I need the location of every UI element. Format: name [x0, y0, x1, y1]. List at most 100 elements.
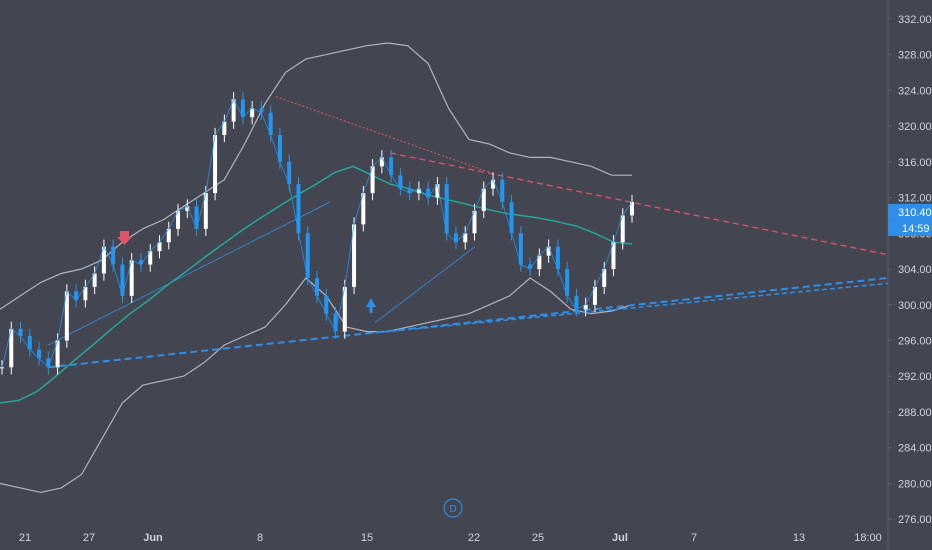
price-bar: [194, 206, 199, 229]
price-bar: [565, 269, 570, 296]
price-bar: [129, 260, 134, 296]
price-bar: [46, 358, 51, 368]
price-bar: [37, 349, 42, 359]
time-tick-label: 25: [532, 532, 544, 544]
buy-signal-icon: [366, 298, 376, 313]
price-bar: [101, 246, 106, 274]
price-tick-label: 304.00: [898, 264, 932, 276]
thin-trendline-2: [374, 246, 476, 323]
sell-signal-icon: [117, 231, 132, 245]
price-bar: [111, 246, 116, 265]
price-bar: [491, 179, 496, 189]
price-bar: [268, 112, 273, 136]
price-bar: [231, 99, 236, 122]
time-tick-label: 27: [83, 532, 95, 544]
price-bar: [602, 269, 607, 287]
resistance-dotted-line: [275, 96, 496, 175]
price-bar: [352, 224, 357, 287]
resistance-trendline: [389, 152, 889, 256]
price-tick-label: 296.00: [898, 336, 932, 348]
price-bar: [138, 260, 143, 265]
price-bar: [27, 336, 32, 350]
price-bar: [166, 228, 171, 243]
price-bar: [240, 99, 245, 118]
time-tick-label: Jul: [612, 532, 628, 544]
price-bar: [398, 175, 403, 189]
price-tick-label: 316.00: [898, 157, 932, 169]
price-axis[interactable]: 332.00328.00324.00320.00316.00312.00308.…: [887, 0, 932, 550]
dividend-icon[interactable]: [443, 498, 463, 518]
price-bar: [620, 215, 625, 243]
support-trendline-2: [367, 282, 889, 335]
price-bar: [630, 202, 634, 216]
price-line: [1, 98, 633, 369]
price-bar: [426, 188, 431, 198]
price-bar: [407, 188, 412, 194]
price-bar: [250, 108, 255, 118]
price-bar: [463, 233, 468, 243]
price-bar: [213, 135, 218, 194]
price-bar: [435, 184, 440, 198]
price-bar: [389, 157, 394, 176]
price-bar: [148, 251, 153, 265]
price-bar: [55, 340, 60, 368]
price-bar: [416, 188, 421, 194]
price-bar: [0, 367, 4, 369]
price-tick-label: 312.00: [898, 193, 932, 205]
price-bar: [305, 233, 310, 278]
price-bar: [342, 286, 347, 332]
price-bar: [361, 193, 366, 225]
price-bar: [444, 184, 449, 234]
price-bar: [64, 291, 69, 341]
price-tick-label: 320.00: [898, 121, 932, 133]
price-tick-label: 284.00: [898, 443, 932, 455]
price-bar: [472, 210, 477, 234]
price-bar: [92, 273, 97, 287]
price-series: [0, 92, 634, 375]
price-bar: [370, 166, 375, 194]
price-bar: [509, 202, 514, 234]
price-bar: [518, 233, 523, 265]
lower-band-line: [0, 277, 633, 494]
price-bar: [83, 286, 88, 301]
price-bar: [500, 179, 505, 203]
time-tick-label: 7: [691, 532, 697, 544]
support-trendline-1: [47, 276, 889, 369]
price-bar: [583, 304, 588, 310]
price-bar: [453, 233, 458, 243]
price-bar: [287, 161, 292, 185]
price-bar: [222, 121, 227, 136]
price-bar: [379, 157, 384, 167]
price-bar: [203, 193, 208, 229]
dividend-label: D: [449, 504, 456, 515]
countdown-tag: [888, 219, 932, 236]
price-bar: [324, 295, 329, 314]
time-axis[interactable]: 21 27 Jun 8 15 22 25 Jul 7 13 18:00: [19, 532, 882, 544]
thin-trendline-1: [47, 201, 331, 346]
price-bar: [333, 313, 338, 332]
last-price-label: 310.40: [898, 207, 932, 219]
price-bar: [574, 295, 579, 310]
price-bar: [555, 246, 560, 270]
trendlines: [47, 96, 889, 369]
price-tick-label: 324.00: [898, 85, 932, 97]
price-bar: [277, 135, 282, 162]
price-tick-label: 276.00: [898, 514, 932, 526]
time-tick-label: 18:00: [854, 532, 882, 544]
price-tags: 310.40 14:59: [888, 203, 932, 236]
price-bar: [157, 242, 162, 252]
price-bar: [315, 277, 319, 296]
price-tick-label: 332.00: [898, 14, 932, 26]
price-bar: [537, 255, 542, 270]
price-tick-label: 300.00: [898, 300, 932, 312]
price-bar: [528, 264, 533, 270]
time-tick-label: 8: [257, 532, 263, 544]
price-bar: [18, 328, 23, 337]
moving-average-path: [0, 165, 633, 404]
price-bar: [546, 246, 551, 256]
price-bar: [611, 242, 616, 270]
price-bar: [9, 328, 14, 368]
last-price-tag: [888, 203, 932, 220]
